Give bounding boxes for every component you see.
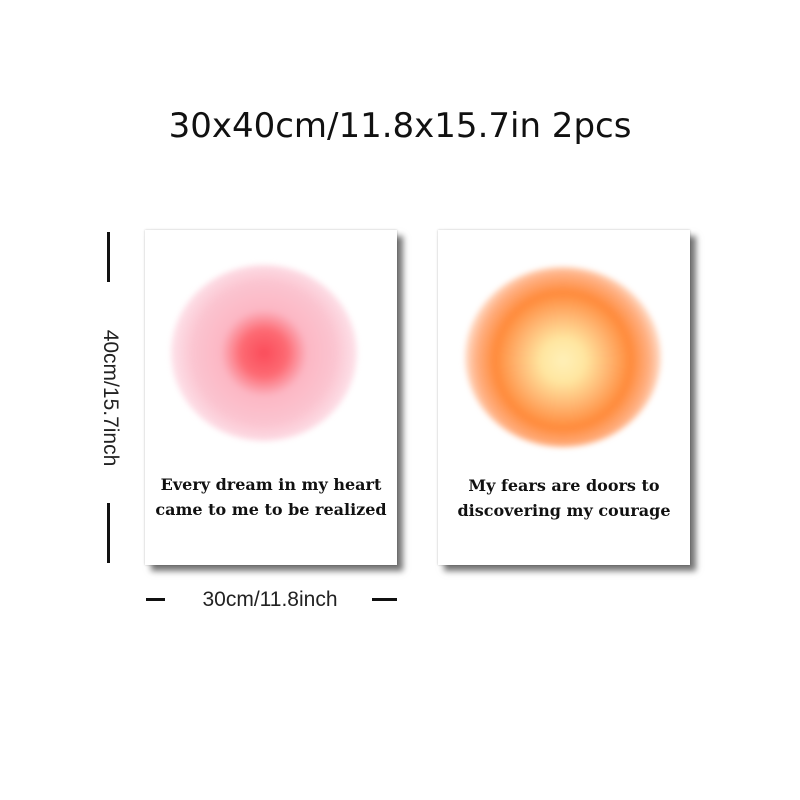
product-size-title: 30x40cm/11.8x15.7in 2pcs	[168, 106, 632, 146]
height-dimension-line-bottom	[107, 503, 110, 563]
width-label: 30cm/11.8inch	[202, 588, 338, 611]
height-dimension-line-top	[107, 232, 110, 282]
pink-aura-gradient	[171, 265, 357, 441]
height-label: 40cm/15.7inch	[99, 329, 122, 467]
width-dimension-line-right	[372, 598, 397, 601]
poster-fears: My fears are doors to discovering my cou…	[438, 230, 690, 565]
poster-quote: Every dream in my heart came to me to be…	[155, 475, 387, 519]
poster-dream: Every dream in my heart came to me to be…	[145, 230, 397, 565]
orange-aura-gradient	[465, 267, 661, 447]
width-dimension-line-left	[146, 598, 165, 601]
poster-quote: My fears are doors to discovering my cou…	[457, 476, 671, 520]
